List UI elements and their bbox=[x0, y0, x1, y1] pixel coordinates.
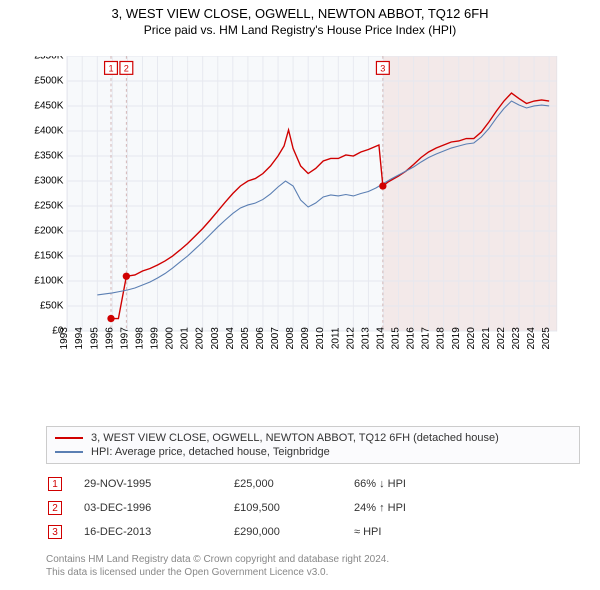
svg-text:1994: 1994 bbox=[74, 327, 85, 350]
event-marker: 1 bbox=[48, 477, 62, 491]
svg-text:2020: 2020 bbox=[466, 327, 477, 350]
svg-text:2008: 2008 bbox=[285, 327, 296, 350]
svg-text:2019: 2019 bbox=[451, 327, 462, 350]
svg-text:1: 1 bbox=[108, 64, 113, 74]
svg-text:£300K: £300K bbox=[34, 176, 63, 187]
svg-text:2002: 2002 bbox=[195, 327, 206, 350]
svg-text:2011: 2011 bbox=[330, 327, 341, 349]
svg-text:£400K: £400K bbox=[34, 126, 63, 137]
svg-text:1996: 1996 bbox=[104, 327, 115, 350]
legend-label: 3, WEST VIEW CLOSE, OGWELL, NEWTON ABBOT… bbox=[91, 432, 499, 444]
footnote: Contains HM Land Registry data © Crown c… bbox=[46, 553, 580, 579]
svg-text:2023: 2023 bbox=[511, 327, 522, 350]
event-table: 1 29-NOV-1995£25,00066% ↓ HPI 2 03-DEC-1996… bbox=[46, 472, 580, 544]
svg-text:2014: 2014 bbox=[375, 327, 386, 350]
shaded-region bbox=[383, 56, 557, 331]
svg-text:2009: 2009 bbox=[300, 327, 311, 350]
event-marker: 3 bbox=[48, 525, 62, 539]
event-date: 03-DEC-1996 bbox=[84, 502, 234, 514]
svg-text:2017: 2017 bbox=[421, 327, 432, 350]
svg-text:£150K: £150K bbox=[34, 251, 63, 262]
footnote-line-1: Contains HM Land Registry data © Crown c… bbox=[46, 553, 580, 566]
svg-text:2004: 2004 bbox=[225, 327, 236, 350]
svg-text:2005: 2005 bbox=[240, 327, 251, 350]
event-delta: 66% ↓ HPI bbox=[354, 478, 406, 490]
svg-text:£50K: £50K bbox=[40, 301, 64, 312]
footnote-line-2: This data is licensed under the Open Gov… bbox=[46, 566, 580, 579]
event-price: £290,000 bbox=[234, 526, 354, 538]
svg-text:2006: 2006 bbox=[255, 327, 266, 350]
event-date: 16-DEC-2013 bbox=[84, 526, 234, 538]
svg-text:£550K: £550K bbox=[34, 56, 63, 62]
event-price: £109,500 bbox=[234, 502, 354, 514]
svg-text:1997: 1997 bbox=[119, 327, 130, 350]
svg-text:£250K: £250K bbox=[34, 201, 63, 212]
svg-text:2012: 2012 bbox=[345, 327, 356, 350]
svg-text:2010: 2010 bbox=[315, 327, 326, 350]
page-subtitle: Price paid vs. HM Land Registry's House … bbox=[0, 21, 600, 37]
event-marker: 2 bbox=[48, 501, 62, 515]
legend-item: 3, WEST VIEW CLOSE, OGWELL, NEWTON ABBOT… bbox=[55, 431, 571, 445]
svg-text:£450K: £450K bbox=[34, 101, 63, 112]
svg-text:2001: 2001 bbox=[180, 327, 191, 350]
legend: 3, WEST VIEW CLOSE, OGWELL, NEWTON ABBOT… bbox=[46, 426, 580, 464]
svg-text:1995: 1995 bbox=[89, 327, 100, 350]
legend-swatch bbox=[55, 437, 83, 439]
event-delta: 24% ↑ HPI bbox=[354, 502, 406, 514]
event-row: 3 16-DEC-2013£290,000≈ HPI bbox=[46, 520, 580, 544]
legend-label: HPI: Average price, detached house, Teig… bbox=[91, 446, 330, 458]
event-price: £25,000 bbox=[234, 478, 354, 490]
y-axis-labels: £0£50K£100K£150K£200K£250K£300K£350K£400… bbox=[34, 56, 64, 337]
svg-text:2024: 2024 bbox=[526, 327, 537, 350]
svg-text:2: 2 bbox=[124, 64, 129, 74]
event-row: 1 29-NOV-1995£25,00066% ↓ HPI bbox=[46, 472, 580, 496]
price-chart: £0£50K£100K£150K£200K£250K£300K£350K£400… bbox=[10, 56, 590, 386]
svg-text:2018: 2018 bbox=[436, 327, 447, 350]
svg-text:2016: 2016 bbox=[406, 327, 417, 350]
legend-swatch bbox=[55, 451, 83, 453]
svg-text:2022: 2022 bbox=[496, 327, 507, 350]
event-date: 29-NOV-1995 bbox=[84, 478, 234, 490]
svg-text:£350K: £350K bbox=[34, 151, 63, 162]
svg-text:£100K: £100K bbox=[34, 276, 63, 287]
legend-item: HPI: Average price, detached house, Teig… bbox=[55, 445, 571, 459]
svg-text:2025: 2025 bbox=[541, 327, 552, 350]
page-title: 3, WEST VIEW CLOSE, OGWELL, NEWTON ABBOT… bbox=[0, 0, 600, 21]
event-delta: ≈ HPI bbox=[354, 526, 381, 538]
svg-text:1993: 1993 bbox=[59, 327, 70, 350]
svg-text:2013: 2013 bbox=[360, 327, 371, 350]
svg-text:3: 3 bbox=[380, 64, 385, 74]
svg-text:£200K: £200K bbox=[34, 226, 63, 237]
svg-text:£500K: £500K bbox=[34, 76, 63, 87]
svg-text:2003: 2003 bbox=[210, 327, 221, 350]
svg-text:1998: 1998 bbox=[134, 327, 145, 350]
svg-text:2007: 2007 bbox=[270, 327, 281, 350]
svg-text:2021: 2021 bbox=[481, 327, 492, 350]
svg-text:2015: 2015 bbox=[391, 327, 402, 350]
event-row: 2 03-DEC-1996£109,50024% ↑ HPI bbox=[46, 496, 580, 520]
svg-text:1999: 1999 bbox=[150, 327, 161, 350]
svg-text:2000: 2000 bbox=[165, 327, 176, 350]
